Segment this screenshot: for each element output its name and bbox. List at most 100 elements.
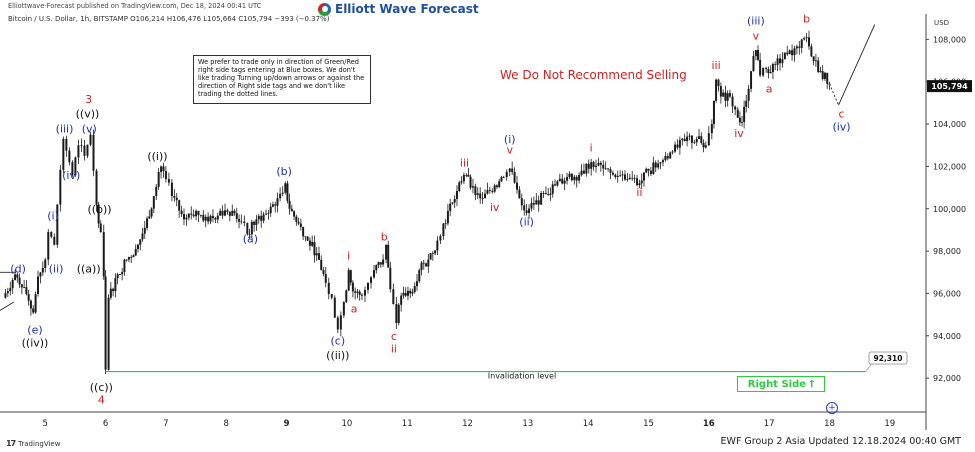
wave-label: ((c)) xyxy=(90,381,113,394)
wave-label: ((v)) xyxy=(76,108,100,121)
candle-body xyxy=(513,171,516,183)
candle-body xyxy=(754,49,757,57)
y-tick-label: 104,000 xyxy=(933,120,966,129)
candle-body xyxy=(416,281,419,287)
candle-body xyxy=(14,274,17,280)
candle-body xyxy=(284,183,287,193)
candle-body xyxy=(422,262,425,264)
wave-label: ((ii)) xyxy=(326,349,349,362)
candle-body xyxy=(602,164,605,169)
candle-body xyxy=(604,168,607,170)
candle-body xyxy=(379,262,382,265)
candle-body xyxy=(774,64,777,65)
candle-body xyxy=(170,182,173,197)
candle-body xyxy=(599,162,602,165)
projection-dashed xyxy=(829,83,839,106)
candle-body xyxy=(621,174,624,176)
candle-body xyxy=(520,198,523,206)
candle-body xyxy=(23,287,26,288)
invalidation-value-box xyxy=(868,351,908,365)
candle-body xyxy=(724,92,727,101)
candle-body xyxy=(532,203,535,205)
candle-body xyxy=(781,59,784,64)
warning-text: We Do Not Recommend Selling xyxy=(500,68,687,82)
candle-body xyxy=(286,183,289,201)
candle-body xyxy=(269,206,272,213)
candle-body xyxy=(495,185,498,188)
candle-body xyxy=(192,214,195,217)
candle-body xyxy=(537,200,540,205)
candle-body xyxy=(580,170,583,175)
candle-body xyxy=(308,240,311,246)
y-tick-label: 92,000 xyxy=(933,374,961,383)
candle-body xyxy=(810,46,813,57)
candle-body xyxy=(597,162,600,166)
wave-label: ii xyxy=(391,343,397,356)
wave-label: iii xyxy=(711,59,720,72)
candle-body xyxy=(807,37,810,47)
candle-body xyxy=(734,106,737,110)
candle-body xyxy=(511,168,514,172)
candle-body xyxy=(71,162,74,175)
candle-body xyxy=(47,232,50,260)
candle-body xyxy=(759,59,762,76)
candle-body xyxy=(77,145,80,158)
candle-body xyxy=(783,52,786,60)
candle-body xyxy=(498,181,501,188)
candle-body xyxy=(404,293,407,296)
candle-body xyxy=(712,100,715,125)
context-line xyxy=(0,301,15,311)
candle-body xyxy=(400,295,403,305)
x-tick-label: 14 xyxy=(583,419,594,429)
candle-body xyxy=(59,169,62,205)
candle-body xyxy=(216,215,219,220)
candle-body xyxy=(561,178,564,184)
candle-body xyxy=(387,244,390,268)
candle-body xyxy=(311,241,314,246)
candle-body xyxy=(582,170,585,174)
candle-body xyxy=(449,203,452,211)
candle-body xyxy=(750,71,753,89)
candle-body xyxy=(444,223,447,225)
candle-body xyxy=(587,163,590,169)
plus-icon[interactable]: + xyxy=(826,402,838,414)
candle-body xyxy=(671,151,674,153)
wave-label: i xyxy=(347,250,350,263)
candle-body xyxy=(173,196,176,198)
candle-body xyxy=(248,234,251,235)
candle-body xyxy=(41,267,44,273)
x-tick-label: 15 xyxy=(643,419,654,429)
x-tick-label: 18 xyxy=(824,419,835,429)
candle-body xyxy=(642,172,645,181)
candle-body xyxy=(155,186,158,197)
candle-body xyxy=(16,274,19,278)
candle-body xyxy=(481,198,484,199)
candle-body xyxy=(493,185,496,192)
candle-body xyxy=(756,49,759,60)
candle-body xyxy=(160,166,163,173)
candle-body xyxy=(795,46,798,49)
candle-body xyxy=(214,218,217,220)
candle-body xyxy=(814,60,817,62)
candle-body xyxy=(431,253,434,254)
candle-body xyxy=(568,173,571,178)
wave-label: iv xyxy=(490,201,500,214)
candle-body xyxy=(402,293,405,296)
candle-body xyxy=(570,173,573,181)
candle-body xyxy=(707,133,710,146)
candle-body xyxy=(453,198,456,203)
candle-body xyxy=(535,200,538,205)
y-tick-label: 96,000 xyxy=(933,289,961,298)
candle-body xyxy=(68,150,71,163)
candle-body xyxy=(826,72,829,84)
tradingview-icon: 𝟭𝟳 xyxy=(6,439,16,448)
candle-body xyxy=(803,38,806,40)
candle-body xyxy=(649,170,652,174)
x-tick-label: 12 xyxy=(462,419,473,429)
candle-body xyxy=(406,290,409,296)
candle-body xyxy=(339,315,342,330)
candle-body xyxy=(575,176,578,181)
candle-body xyxy=(231,210,234,216)
candle-body xyxy=(114,278,117,292)
